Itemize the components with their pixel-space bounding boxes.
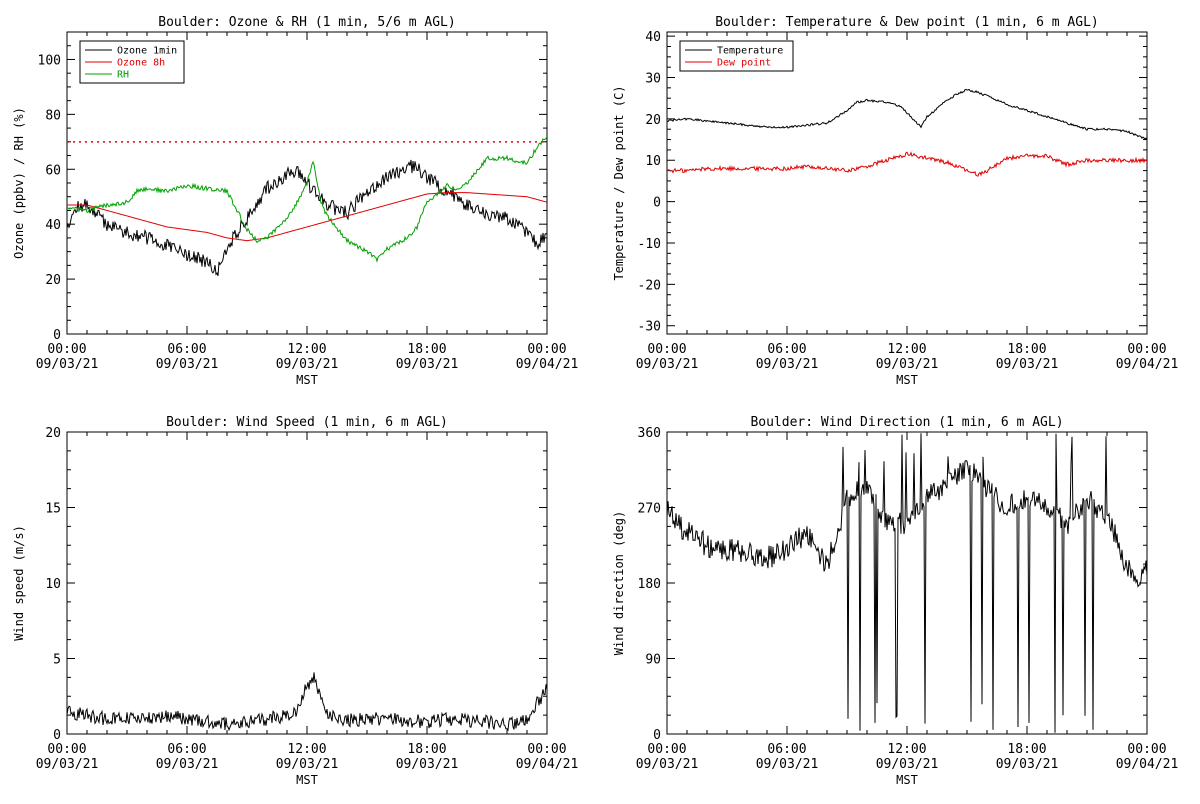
chart-title: Boulder: Wind Speed (1 min, 6 m AGL)	[166, 415, 448, 430]
y-tick-label: 90	[645, 653, 661, 668]
y-tick-label: 0	[653, 728, 661, 743]
y-tick-label: 80	[45, 108, 61, 123]
x-axis-label: MST	[296, 773, 318, 787]
x-tick-label-date: 09/03/21	[756, 757, 819, 772]
y-tick-label: 40	[645, 30, 661, 45]
y-tick-label: 0	[53, 728, 61, 743]
x-tick-label-date: 09/03/21	[636, 757, 699, 772]
x-tick-label-time: 06:00	[167, 742, 206, 757]
legend-label: RH	[117, 70, 129, 81]
x-tick-label-date: 09/03/21	[876, 757, 939, 772]
x-axis-label: MST	[896, 773, 918, 787]
x-tick-label-time: 06:00	[167, 342, 206, 357]
y-tick-label: 0	[653, 196, 661, 211]
x-tick-label-time: 00:00	[647, 342, 686, 357]
x-tick-label-time: 00:00	[647, 742, 686, 757]
x-tick-label-time: 18:00	[1007, 742, 1046, 757]
x-tick-label-date: 09/03/21	[756, 357, 819, 372]
y-axis-label: Wind speed (m/s)	[12, 525, 26, 641]
x-tick-label-date: 09/04/21	[1116, 357, 1179, 372]
y-tick-label: 10	[45, 577, 61, 592]
x-axis-label: MST	[896, 373, 918, 387]
y-tick-label: 40	[45, 218, 61, 233]
x-tick-label-date: 09/03/21	[36, 757, 99, 772]
series-line-temperature	[667, 88, 1147, 140]
y-axis-label: Ozone (ppbv) / RH (%)	[12, 107, 26, 259]
x-tick-label-time: 00:00	[1127, 742, 1166, 757]
x-tick-label-date: 09/03/21	[876, 357, 939, 372]
y-tick-label: -30	[638, 320, 661, 335]
x-tick-label-date: 09/04/21	[1116, 757, 1179, 772]
y-tick-label: 15	[45, 502, 61, 517]
x-tick-label-time: 00:00	[47, 742, 86, 757]
x-tick-label-time: 18:00	[1007, 342, 1046, 357]
series-line-ozone-8h	[67, 192, 547, 242]
chart-title: Boulder: Temperature & Dew point (1 min,…	[715, 15, 1099, 30]
x-tick-label-date: 09/04/21	[516, 357, 579, 372]
chart-title: Boulder: Wind Direction (1 min, 6 m AGL)	[750, 415, 1063, 430]
chart-panel-1: Boulder: Ozone & RH (1 min, 5/6 m AGL) 0 2…	[12, 15, 578, 387]
chart-panel-4: Boulder: Wind Direction (1 min, 6 m AGL)…	[612, 415, 1178, 787]
x-tick-label-date: 09/03/21	[636, 357, 699, 372]
y-tick-label: 0	[53, 328, 61, 343]
x-tick-label-time: 12:00	[287, 742, 326, 757]
x-tick-label-time: 00:00	[1127, 342, 1166, 357]
chart-panel-3: Boulder: Wind Speed (1 min, 6 m AGL) 0 5 10…	[12, 415, 578, 787]
x-tick-label-date: 09/03/21	[396, 357, 459, 372]
x-tick-label-date: 09/03/21	[276, 357, 339, 372]
x-tick-label-time: 06:00	[767, 342, 806, 357]
x-tick-label-time: 18:00	[407, 342, 446, 357]
y-tick-label: 5	[53, 653, 61, 668]
x-tick-label-date: 09/03/21	[156, 357, 219, 372]
y-tick-label: 360	[638, 426, 661, 441]
plot-frame	[66, 431, 548, 735]
chart-panel-2: Boulder: Temperature & Dew point (1 min,…	[612, 15, 1178, 387]
x-axis-label: MST	[296, 373, 318, 387]
plot-frame	[666, 431, 1148, 735]
y-tick-label: 180	[638, 577, 661, 592]
y-tick-label: 30	[645, 72, 661, 87]
y-tick-label: 20	[645, 113, 661, 128]
plot-frame	[666, 31, 1148, 335]
y-tick-label: -20	[638, 278, 661, 293]
x-tick-label-date: 09/04/21	[516, 757, 579, 772]
x-tick-label-date: 09/03/21	[276, 757, 339, 772]
y-tick-label: -10	[638, 237, 661, 252]
x-tick-label-time: 06:00	[767, 742, 806, 757]
chart-title: Boulder: Ozone & RH (1 min, 5/6 m AGL)	[158, 15, 455, 30]
series-line-panel4	[667, 433, 1147, 733]
series-line-dew-point	[667, 151, 1147, 177]
x-tick-label-date: 09/03/21	[996, 357, 1059, 372]
series-line-ozone-1min	[67, 159, 547, 277]
y-tick-label: 20	[45, 426, 61, 441]
x-tick-label-date: 09/03/21	[156, 757, 219, 772]
y-axis-label: Wind direction (deg)	[612, 511, 626, 656]
x-tick-label-date: 09/03/21	[996, 757, 1059, 772]
series-line-panel3	[67, 672, 547, 732]
x-tick-label-time: 18:00	[407, 742, 446, 757]
legend-box	[679, 40, 794, 72]
x-tick-label-date: 09/03/21	[36, 357, 99, 372]
x-tick-label-time: 12:00	[887, 342, 926, 357]
x-tick-label-time: 12:00	[887, 742, 926, 757]
x-tick-label-time: 00:00	[527, 742, 566, 757]
y-axis-label: Temperature / Dew point (C)	[612, 85, 626, 280]
x-tick-label-time: 12:00	[287, 342, 326, 357]
series-line-rh	[67, 136, 547, 263]
x-tick-label-time: 00:00	[47, 342, 86, 357]
y-tick-label: 20	[45, 273, 61, 288]
legend-label: Ozone 8h	[117, 58, 165, 69]
legend-label: Temperature	[717, 46, 783, 57]
y-tick-label: 60	[45, 163, 61, 178]
y-tick-label: 270	[638, 502, 661, 517]
x-tick-label-date: 09/03/21	[396, 757, 459, 772]
x-tick-label-time: 00:00	[527, 342, 566, 357]
legend-label: Dew point	[717, 58, 771, 69]
legend-label: Ozone 1min	[117, 46, 177, 57]
y-tick-label: 100	[38, 53, 61, 68]
y-tick-label: 10	[645, 154, 661, 169]
